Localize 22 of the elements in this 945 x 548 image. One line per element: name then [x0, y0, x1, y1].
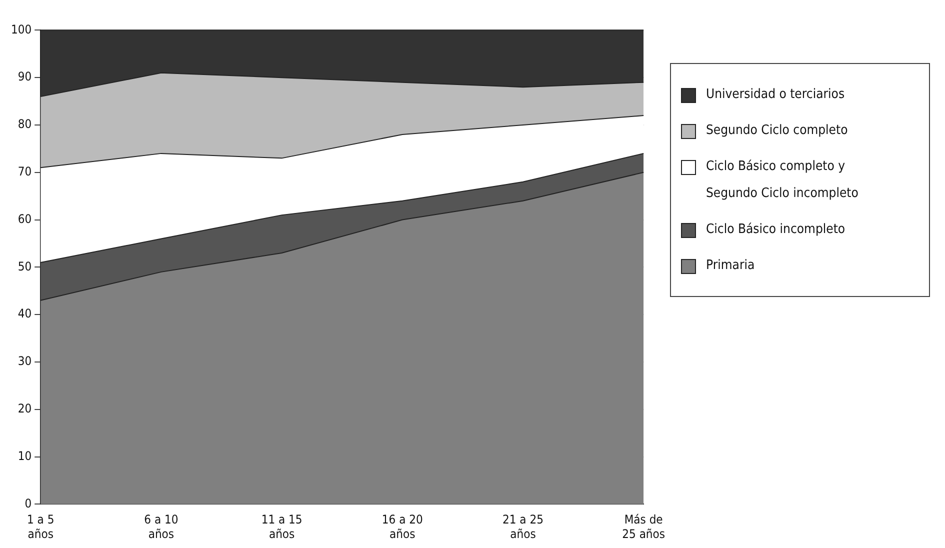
x-tick-label: Más de 25 años [622, 512, 666, 541]
legend-label: Primaria [706, 257, 756, 275]
y-tick-label: 0 [24, 496, 32, 510]
y-tick-label: 30 [18, 354, 32, 368]
y-tick-label: 50 [18, 259, 32, 274]
x-tick-label: 16 a 20 años [382, 512, 423, 541]
y-tick-label: 20 [18, 402, 32, 416]
legend-label: Segundo Ciclo completo [706, 122, 849, 140]
y-tick-label: 40 [18, 306, 32, 321]
legend-label: Universidad o terciarios [706, 86, 846, 104]
x-tick-label: 11 a 15 años [261, 512, 302, 541]
x-tick-label: 21 a 25 años [502, 512, 544, 541]
y-tick-label: 10 [18, 448, 32, 463]
y-tick-label: 100 [10, 22, 32, 36]
legend-label: Ciclo Básico incompleto [706, 221, 846, 239]
y-tick-label: 70 [18, 164, 32, 179]
legend-label: Ciclo Básico completo y Segundo Ciclo incompleto [706, 158, 860, 203]
x-tick-label: 1 a 5 años [26, 512, 54, 541]
y-tick-label: 90 [18, 70, 32, 84]
x-tick-label: 6 a 10 años [144, 512, 178, 541]
y-tick-label: 60 [18, 212, 32, 226]
y-tick-label: 80 [18, 117, 32, 132]
